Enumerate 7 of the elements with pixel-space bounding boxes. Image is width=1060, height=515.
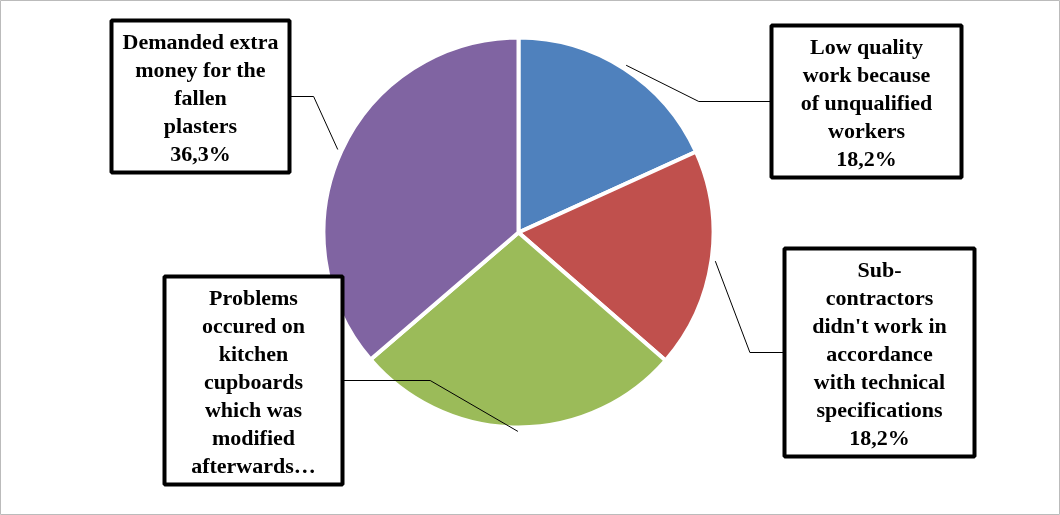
data-label: 18,2% <box>849 424 910 450</box>
slice-label: Problems occured on kitchen cupboards which was modified afterwards… <box>191 284 316 478</box>
slice-label: Low quality work because of unqualified workers <box>800 33 933 143</box>
slice-label: Demanded extra money for the fallen plasters <box>122 28 279 138</box>
slice-label: Sub-contractors didn't work in accordance with technical specifications <box>812 256 947 422</box>
data-label: 18,2% <box>836 145 897 171</box>
data-label: 36,3% <box>170 140 231 166</box>
